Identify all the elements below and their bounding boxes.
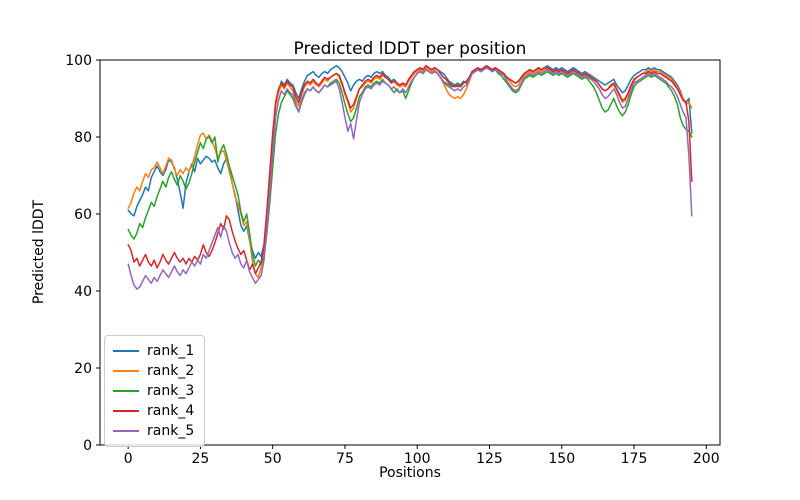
y-tick-label: 60 — [74, 207, 92, 223]
y-tick-label: 100 — [65, 53, 92, 69]
y-tick-label: 80 — [74, 130, 92, 146]
series-line-rank_3 — [127, 66, 693, 267]
legend-label: rank_2 — [147, 363, 195, 379]
series-line-rank_1 — [127, 65, 693, 260]
legend-line-swatch — [113, 370, 139, 372]
x-tick-label: 50 — [264, 451, 282, 467]
y-tick-label: 20 — [74, 361, 92, 377]
legend-line-swatch — [113, 410, 139, 412]
legend-item: rank_2 — [113, 361, 194, 381]
x-tick-label: 0 — [124, 451, 133, 467]
y-tick-label: 40 — [74, 284, 92, 300]
x-axis-label: Positions — [379, 465, 441, 481]
legend-label: rank_5 — [147, 423, 195, 439]
x-tick-label: 175 — [621, 451, 648, 467]
legend-line-swatch — [113, 350, 139, 352]
x-tick-label: 125 — [476, 451, 503, 467]
legend: rank_1 rank_2 rank_3 rank_4 rank_5 — [104, 335, 206, 447]
legend-item: rank_4 — [113, 401, 194, 421]
legend-label: rank_1 — [147, 343, 195, 359]
x-tick-label: 150 — [548, 451, 575, 467]
y-axis-label: Predicted lDDT — [31, 199, 47, 305]
x-tick-label: 75 — [336, 451, 354, 467]
series-line-rank_2 — [127, 66, 693, 279]
legend-label: rank_3 — [147, 383, 195, 399]
chart-title: Predicted lDDT per position — [293, 39, 527, 59]
series-line-rank_5 — [127, 66, 693, 290]
x-tick-label: 200 — [693, 451, 720, 467]
legend-item: rank_3 — [113, 381, 194, 401]
legend-item: rank_5 — [113, 421, 194, 441]
axes-spines — [99, 59, 721, 446]
legend-line-swatch — [113, 430, 139, 432]
legend-item: rank_1 — [113, 341, 194, 361]
x-tick-label: 25 — [192, 451, 210, 467]
legend-line-swatch — [113, 390, 139, 392]
y-tick-label: 0 — [83, 438, 92, 454]
legend-label: rank_4 — [147, 403, 195, 419]
x-tick-label: 100 — [404, 451, 431, 467]
series-line-rank_4 — [127, 65, 693, 275]
